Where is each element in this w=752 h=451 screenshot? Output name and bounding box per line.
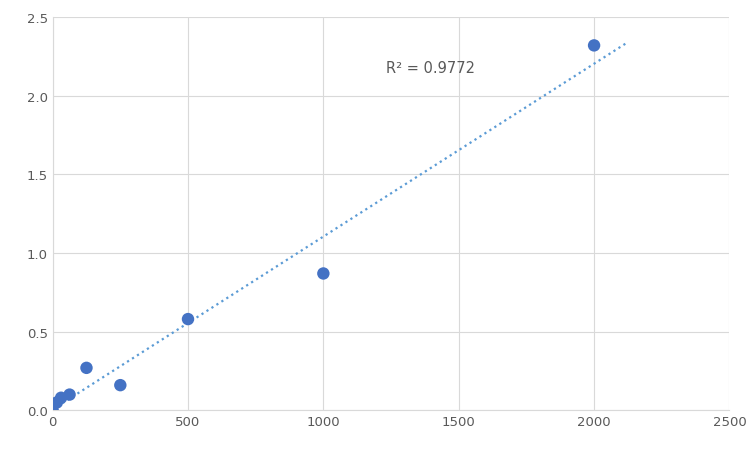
Point bbox=[63, 391, 75, 398]
Point bbox=[317, 270, 329, 277]
Text: R² = 0.9772: R² = 0.9772 bbox=[386, 61, 475, 76]
Point bbox=[588, 43, 600, 50]
Point bbox=[51, 399, 63, 406]
Point bbox=[114, 382, 126, 389]
Point bbox=[182, 316, 194, 323]
Point bbox=[47, 407, 59, 414]
Point bbox=[55, 394, 67, 401]
Point bbox=[80, 364, 92, 372]
